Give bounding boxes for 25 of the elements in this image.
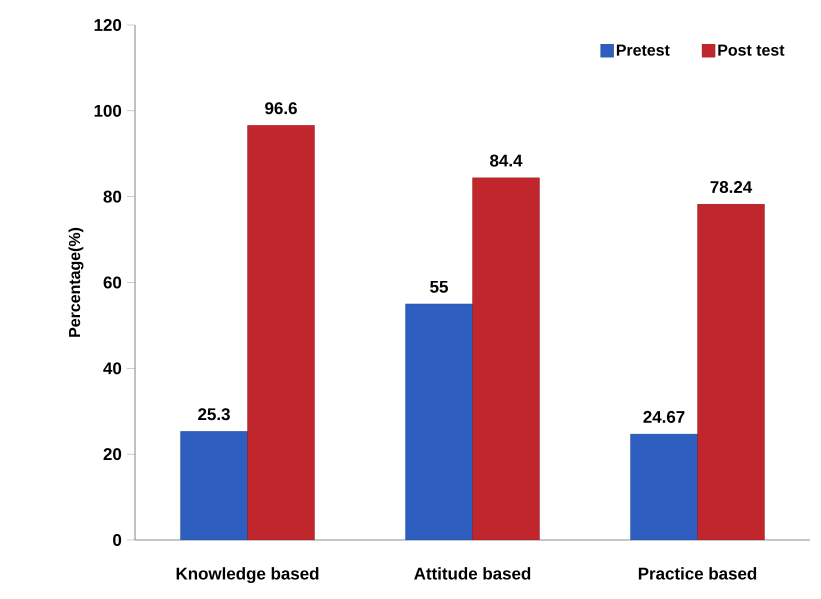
bar — [697, 204, 765, 540]
y-tick-label: 0 — [113, 534, 122, 546]
y-tick-label: 120 — [94, 18, 122, 31]
data-label: 24.67 — [643, 410, 684, 423]
x-tick-label: Practice based — [638, 567, 756, 580]
data-label: 78.24 — [710, 181, 752, 194]
x-tick-label: Attitude based — [414, 567, 530, 580]
y-axis-title: Percentage(%) — [68, 228, 84, 337]
bar — [472, 178, 540, 540]
y-tick-label: 80 — [104, 190, 122, 203]
y-tick-label: 60 — [104, 276, 122, 288]
x-tick-label: Knowledge based — [176, 567, 318, 584]
data-label: 55 — [430, 280, 448, 293]
bar — [247, 125, 315, 540]
data-label: 25.3 — [198, 408, 230, 420]
legend-label: Post test — [718, 44, 784, 56]
legend-label: Pretest — [616, 44, 670, 56]
data-label: 84.4 — [490, 154, 522, 167]
bar — [405, 304, 473, 540]
y-tick-label: 100 — [94, 104, 122, 117]
y-tick-label: 40 — [103, 362, 122, 374]
data-label: 96.6 — [265, 102, 297, 114]
bar — [630, 434, 698, 540]
y-tick-label: 20 — [104, 448, 122, 460]
bar — [180, 431, 248, 540]
